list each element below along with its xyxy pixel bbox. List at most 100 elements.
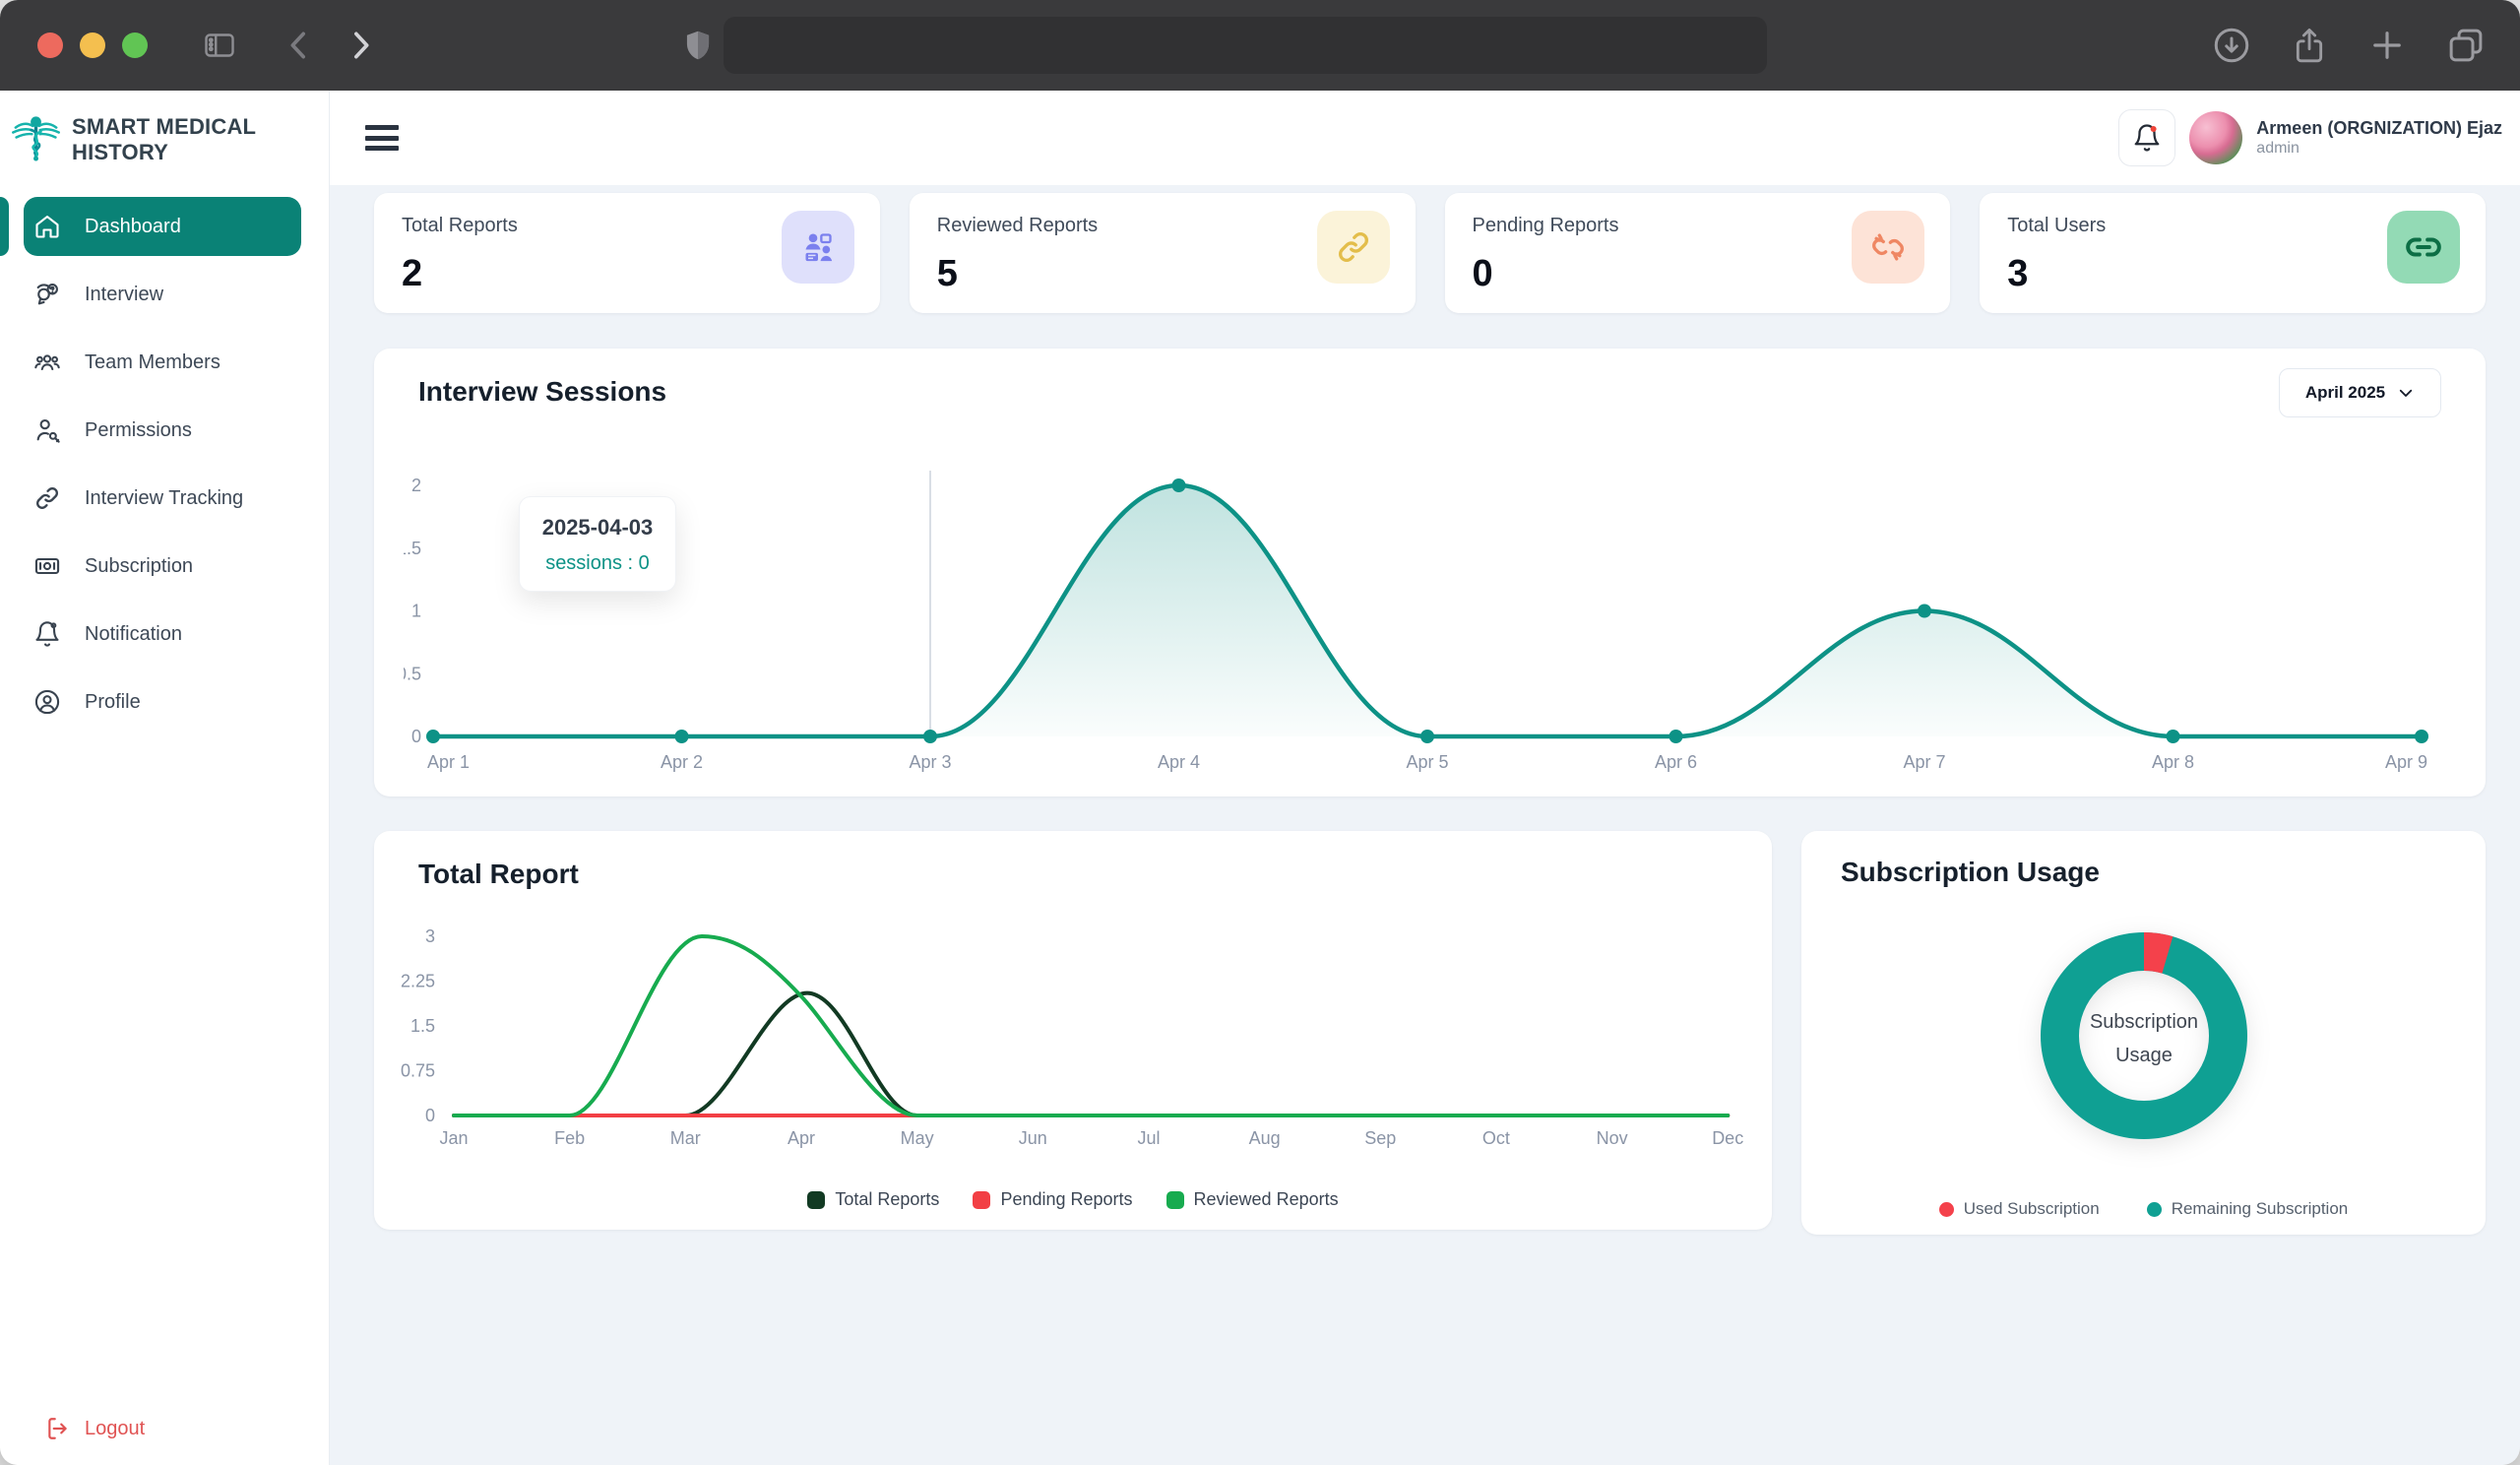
svg-text:Dec: Dec (1712, 1128, 1743, 1148)
stat-card-pending-reports: Pending Reports 0 (1445, 193, 1951, 313)
svg-text:3: 3 (425, 926, 435, 946)
user-key-icon (33, 416, 61, 444)
report-chart[interactable]: 3 2.25 1.5 0.75 0 Jan Feb Mar Apr (374, 831, 1772, 1230)
chart-tooltip: 2025-04-03 sessions : 0 (519, 496, 676, 592)
svg-text:Apr: Apr (788, 1128, 815, 1148)
svg-text:Apr 9: Apr 9 (2385, 752, 2427, 772)
sessions-line (433, 485, 2422, 736)
svg-text:Apr 6: Apr 6 (1655, 752, 1697, 772)
bell-icon (33, 620, 61, 648)
sidebar-item-label: Notification (85, 623, 182, 646)
user-info[interactable]: Armeen (ORGNIZATION) Ejaz admin (2256, 117, 2506, 159)
sidebar-item-label: Profile (85, 691, 141, 714)
tooltip-date: 2025-04-03 (520, 515, 675, 541)
legend-item-used-subscription: Used Subscription (1939, 1199, 2100, 1219)
link-icon (33, 484, 61, 512)
notification-bell-button[interactable] (2118, 109, 2175, 166)
sidebar-item-notification[interactable]: Notification (24, 605, 301, 664)
sidebar-item-subscription[interactable]: Subscription (24, 537, 301, 596)
legend-item-remaining-subscription: Remaining Subscription (2147, 1199, 2349, 1219)
share-icon[interactable] (2290, 24, 2329, 67)
downloads-icon[interactable] (2211, 25, 2252, 66)
used-subscription-legend-dot (1939, 1202, 1954, 1217)
report-x-axis: Jan Feb Mar Apr May Jun Jul Aug Sep Oct (439, 1128, 1743, 1148)
interview-chat-icon (33, 281, 61, 308)
sidebar-item-label: Interview (85, 284, 163, 306)
new-tab-icon[interactable] (2366, 25, 2408, 66)
traffic-lights (37, 32, 148, 58)
month-selector-dropdown[interactable]: April 2025 (2279, 368, 2441, 417)
minimize-window-button[interactable] (80, 32, 105, 58)
interview-sessions-card: Interview Sessions April 2025 (374, 349, 2486, 796)
logout-button[interactable]: Logout (45, 1416, 145, 1441)
svg-text:0.5: 0.5 (404, 665, 421, 684)
legend-label: Used Subscription (1964, 1199, 2100, 1219)
sessions-chart[interactable]: 2 1.5 1 0.5 0 Apr 1 Apr 2 Apr 3 Apr 4 (404, 459, 2456, 789)
svg-text:Jul: Jul (1137, 1128, 1160, 1148)
legend-item-pending-reports: Pending Reports (973, 1189, 1132, 1210)
svg-text:Sep: Sep (1364, 1128, 1396, 1148)
browser-chrome (0, 0, 2520, 91)
sidebar-item-team-members[interactable]: Team Members (24, 333, 301, 392)
sidebar-item-dashboard[interactable]: Dashboard (24, 197, 301, 256)
svg-text:Apr 3: Apr 3 (909, 752, 951, 772)
svg-text:Apr 4: Apr 4 (1158, 752, 1200, 772)
legend-label: Reviewed Reports (1194, 1189, 1339, 1210)
close-window-button[interactable] (37, 32, 63, 58)
report-title: Total Report (418, 859, 579, 890)
sidebar-item-profile[interactable]: Profile (24, 672, 301, 732)
subscription-legend: Used Subscription Remaining Subscription (1801, 1199, 2486, 1219)
browser-window: SMART MEDICAL HISTORY Dashboard Intervie… (0, 0, 2520, 1465)
subscription-title: Subscription Usage (1841, 857, 2100, 888)
sessions-y-axis: 2 1.5 1 0.5 0 (404, 476, 421, 746)
remaining-subscription-legend-dot (2147, 1202, 2162, 1217)
stats-row: Total Reports 2 Reviewed Reports 5 (374, 193, 2486, 313)
svg-text:Apr 5: Apr 5 (1406, 752, 1448, 772)
report-legend: Total Reports Pending Reports Reviewed R… (374, 1189, 1772, 1210)
team-members-icon (33, 349, 61, 376)
bell-icon (2132, 123, 2162, 153)
link-icon (1317, 211, 1390, 284)
svg-text:Apr 8: Apr 8 (2152, 752, 2194, 772)
svg-text:0.75: 0.75 (401, 1061, 435, 1081)
banknote-icon (33, 552, 61, 580)
chevron-down-icon (2397, 384, 2415, 402)
legend-label: Total Reports (835, 1189, 939, 1210)
sidebar-item-interview[interactable]: Interview (24, 265, 301, 324)
svg-text:Nov: Nov (1597, 1128, 1628, 1148)
subscription-usage-card: Subscription Usage Subscription Usage (1801, 831, 2486, 1235)
svg-text:Jan: Jan (439, 1128, 468, 1148)
user-avatar[interactable] (2189, 111, 2242, 164)
legend-label: Pending Reports (1000, 1189, 1132, 1210)
svg-text:2.25: 2.25 (401, 972, 435, 991)
zoom-window-button[interactable] (122, 32, 148, 58)
svg-text:Jun: Jun (1019, 1128, 1047, 1148)
legend-item-reviewed-reports: Reviewed Reports (1166, 1189, 1339, 1210)
brand-name: SMART MEDICAL HISTORY (72, 114, 317, 165)
browser-sidebar-toggle-icon[interactable] (199, 28, 240, 63)
sidebar: SMART MEDICAL HISTORY Dashboard Intervie… (0, 91, 330, 1465)
svg-text:Aug: Aug (1249, 1128, 1281, 1148)
address-bar[interactable] (724, 17, 1767, 74)
privacy-shield-icon[interactable] (679, 25, 717, 66)
svg-text:1: 1 (411, 602, 421, 621)
sidebar-item-permissions[interactable]: Permissions (24, 401, 301, 460)
chrome-right-buttons (2211, 24, 2487, 67)
sessions-title: Interview Sessions (418, 376, 666, 408)
svg-text:0: 0 (411, 727, 421, 746)
menu-toggle-icon[interactable] (365, 125, 399, 151)
dashboard-content: Total Reports 2 Reviewed Reports 5 (330, 185, 2520, 1465)
svg-text:Apr 1: Apr 1 (427, 752, 470, 772)
subscription-donut-chart[interactable]: Subscription Usage (1801, 831, 2486, 1235)
donut-center-label-line2: Usage (2115, 1045, 2173, 1066)
sidebar-item-interview-tracking[interactable]: Interview Tracking (24, 469, 301, 528)
back-icon[interactable] (280, 26, 319, 65)
sidebar-item-label: Interview Tracking (85, 487, 243, 510)
sidebar-item-label: Dashboard (85, 216, 181, 238)
tab-overview-icon[interactable] (2445, 25, 2487, 66)
svg-text:1.5: 1.5 (404, 539, 421, 558)
app-header: Armeen (ORGNIZATION) Ejaz admin (330, 91, 2520, 185)
svg-text:Oct: Oct (1482, 1128, 1510, 1148)
sessions-x-axis: Apr 1 Apr 2 Apr 3 Apr 4 Apr 5 Apr 6 Apr … (427, 752, 2427, 772)
forward-icon[interactable] (341, 26, 380, 65)
